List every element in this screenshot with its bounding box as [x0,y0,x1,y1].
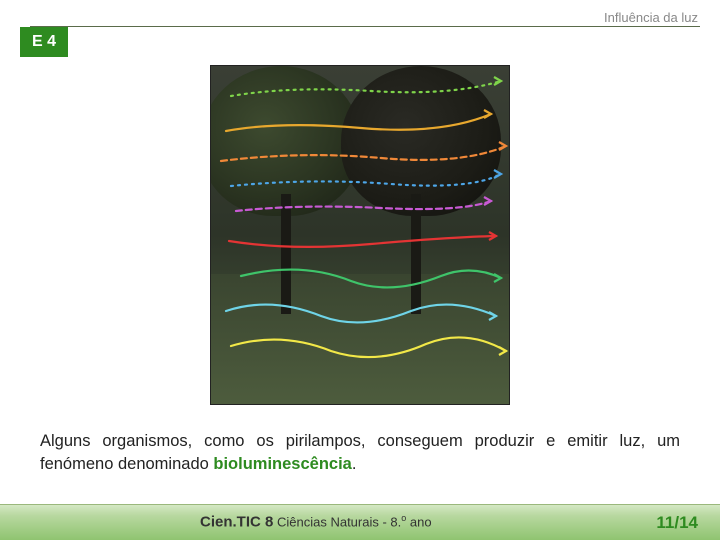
footer-credits: Cien.TIC 8 Ciências Naturais - 8.o ano [200,513,432,530]
section-badge: E 4 [20,27,68,57]
topic-label: Influência da luz [604,10,698,25]
caption-highlight: bioluminescência [213,455,351,473]
footer-bar: Cien.TIC 8 Ciências Naturais - 8.o ano 1… [0,504,720,540]
footer-year: ano [406,514,431,529]
caption-after: . [352,455,357,473]
header-divider [30,26,700,27]
footer-brand: Cien.TIC 8 [200,513,273,530]
caption-text: Alguns organismos, como os pirilampos, c… [40,430,680,476]
firefly-trails [211,66,510,405]
caption-before: Alguns organismos, como os pirilampos, c… [40,432,680,473]
footer-subject: Ciências Naturais - 8. [277,514,401,529]
illustration [210,65,510,405]
page-number: 11/14 [656,513,698,533]
